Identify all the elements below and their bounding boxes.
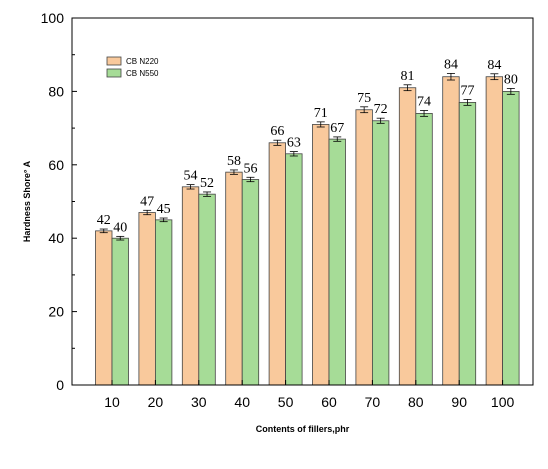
bar-cb-n220	[485, 76, 504, 386]
data-label: 67	[330, 121, 344, 136]
x-axis-title: Contents of fillers,phr	[256, 424, 350, 434]
x-tick-label: 70	[365, 394, 381, 410]
legend-label-cb-n550: CB N550	[126, 69, 159, 78]
x-tick-label: 50	[278, 394, 294, 410]
x-tick-label: 30	[191, 394, 207, 410]
bar-cb-n550	[502, 91, 520, 386]
data-label: 72	[374, 102, 388, 117]
data-label: 58	[227, 154, 241, 169]
data-label: 66	[270, 124, 284, 139]
x-axis: 10 20 30 40 50 60 70 80 90 100	[104, 380, 514, 410]
bar-cb-n220	[138, 212, 156, 386]
bar-cb-n550	[285, 153, 303, 386]
bar-cb-n550	[198, 193, 216, 386]
data-label: 84	[444, 57, 458, 72]
bar-cb-n220	[398, 87, 417, 386]
x-tick-label: 40	[234, 394, 250, 410]
bar-cb-n220	[268, 142, 287, 386]
bar-cb-n550	[415, 113, 433, 386]
bar-cb-n220	[181, 186, 200, 386]
legend-label-cb-n220: CB N220	[126, 57, 159, 66]
x-tick-label: 60	[321, 394, 337, 410]
data-label: 81	[401, 69, 415, 84]
bar-cb-n220	[95, 230, 113, 386]
bar-cb-n550	[241, 179, 260, 386]
bar-cb-n220	[442, 76, 460, 386]
data-label: 74	[417, 94, 431, 109]
x-tick-label: 90	[451, 394, 467, 410]
data-label: 56	[243, 161, 257, 176]
y-tick-label: 60	[48, 157, 64, 173]
bars-layer	[95, 76, 520, 386]
error-bars-layer	[99, 73, 515, 241]
bar-cb-n220	[225, 171, 243, 386]
x-tick-label: 10	[104, 394, 120, 410]
data-label: 71	[314, 106, 328, 121]
y-tick-label: 0	[56, 377, 64, 393]
data-label: 84	[487, 58, 501, 73]
data-label: 80	[504, 72, 518, 87]
bar-cb-n550	[111, 237, 129, 386]
data-label: 52	[200, 176, 214, 191]
bar-cb-n550	[458, 102, 477, 386]
data-label: 42	[97, 213, 111, 228]
legend: CB N220 CB N550	[106, 56, 159, 78]
data-label: 75	[357, 91, 371, 106]
bar-cb-n220	[355, 109, 373, 386]
bar-cb-n550	[328, 138, 346, 386]
legend-swatch-cb-n550	[106, 68, 122, 78]
bar-cb-n550	[371, 120, 390, 386]
bar-cb-n220	[312, 124, 330, 386]
x-tick-label: 80	[408, 394, 424, 410]
bar-cb-n550	[154, 219, 173, 386]
x-tick-label: 20	[148, 394, 164, 410]
data-label: 45	[157, 202, 171, 217]
data-label: 77	[460, 83, 474, 98]
y-tick-label: 40	[48, 230, 64, 246]
data-label: 47	[140, 194, 154, 209]
data-label: 63	[287, 136, 301, 151]
y-tick-label: 20	[48, 304, 64, 320]
data-label: 54	[184, 169, 198, 184]
y-axis: 0 20 40 60 80 100	[41, 10, 77, 393]
y-tick-label: 80	[48, 83, 64, 99]
x-tick-label: 100	[491, 394, 515, 410]
legend-swatch-cb-n220	[106, 56, 122, 66]
data-label: 40	[113, 220, 127, 235]
y-axis-title: Hardness Shore° A	[22, 160, 32, 242]
y-tick-label: 100	[41, 10, 65, 26]
